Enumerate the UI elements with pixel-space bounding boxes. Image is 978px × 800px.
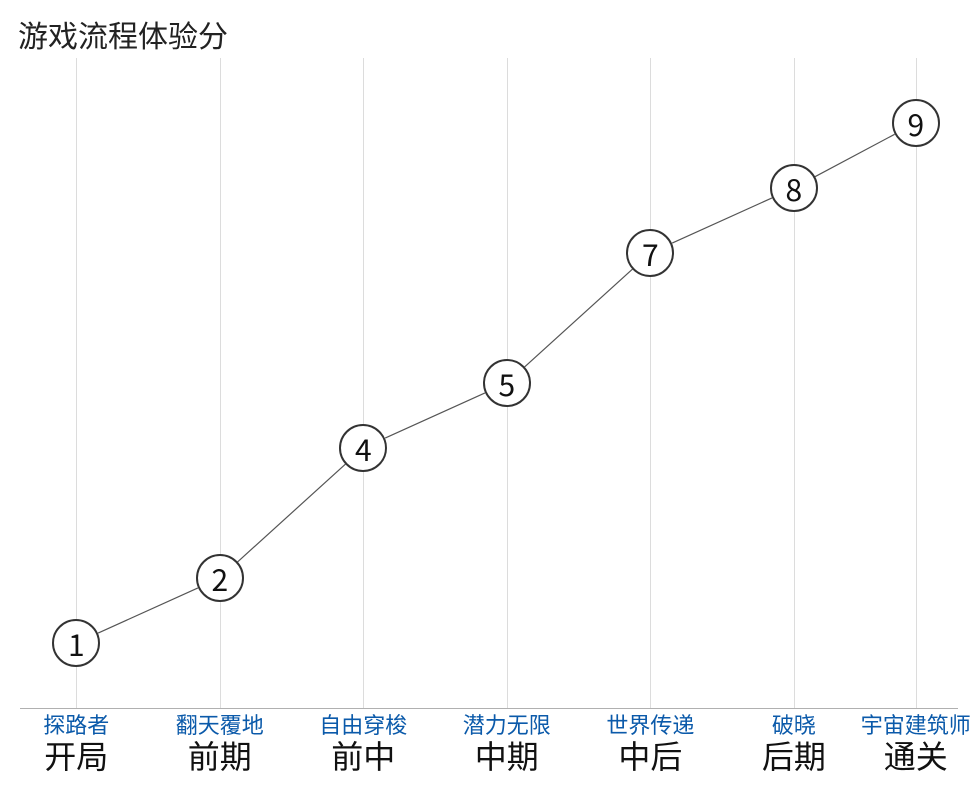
x-tick: 翻天覆地前期 [176, 712, 264, 775]
gridline [220, 58, 221, 708]
data-marker: 8 [770, 164, 818, 212]
data-marker: 2 [196, 554, 244, 602]
x-mainlabel: 后期 [762, 736, 826, 774]
gridline [76, 58, 77, 708]
chart-root: { "chart": { "type": "line", "title": "游… [0, 0, 978, 800]
x-tick: 潜力无限中期 [463, 712, 551, 775]
plot-area: 1 2 4 5 7 8 9 [20, 58, 958, 708]
x-tick: 世界传递中后 [606, 712, 694, 775]
data-marker: 9 [892, 99, 940, 147]
x-mainlabel: 中期 [463, 736, 551, 774]
marker-label: 4 [355, 433, 372, 463]
data-marker: 1 [52, 619, 100, 667]
x-mainlabel: 开局 [43, 736, 109, 774]
gridline [794, 58, 795, 708]
x-tick: 探路者开局 [43, 712, 109, 775]
x-mainlabel: 中后 [606, 736, 694, 774]
x-mainlabel: 前中 [319, 736, 407, 774]
data-marker: 4 [339, 424, 387, 472]
marker-label: 9 [907, 108, 924, 138]
chart-title: 游戏流程体验分 [18, 12, 228, 56]
x-tick: 自由穿梭前中 [319, 712, 407, 775]
marker-label: 7 [642, 238, 659, 268]
gridline [916, 58, 917, 708]
x-mainlabel: 通关 [861, 736, 971, 774]
gridline [650, 58, 651, 708]
marker-label: 5 [498, 368, 515, 398]
marker-label: 1 [68, 628, 85, 658]
data-marker: 7 [626, 229, 674, 277]
x-mainlabel: 前期 [176, 736, 264, 774]
x-tick: 宇宙建筑师通关 [861, 712, 971, 775]
x-tick: 破晓后期 [762, 712, 826, 775]
marker-label: 2 [211, 563, 228, 593]
marker-label: 8 [786, 173, 803, 203]
data-marker: 5 [483, 359, 531, 407]
gridline [363, 58, 364, 708]
